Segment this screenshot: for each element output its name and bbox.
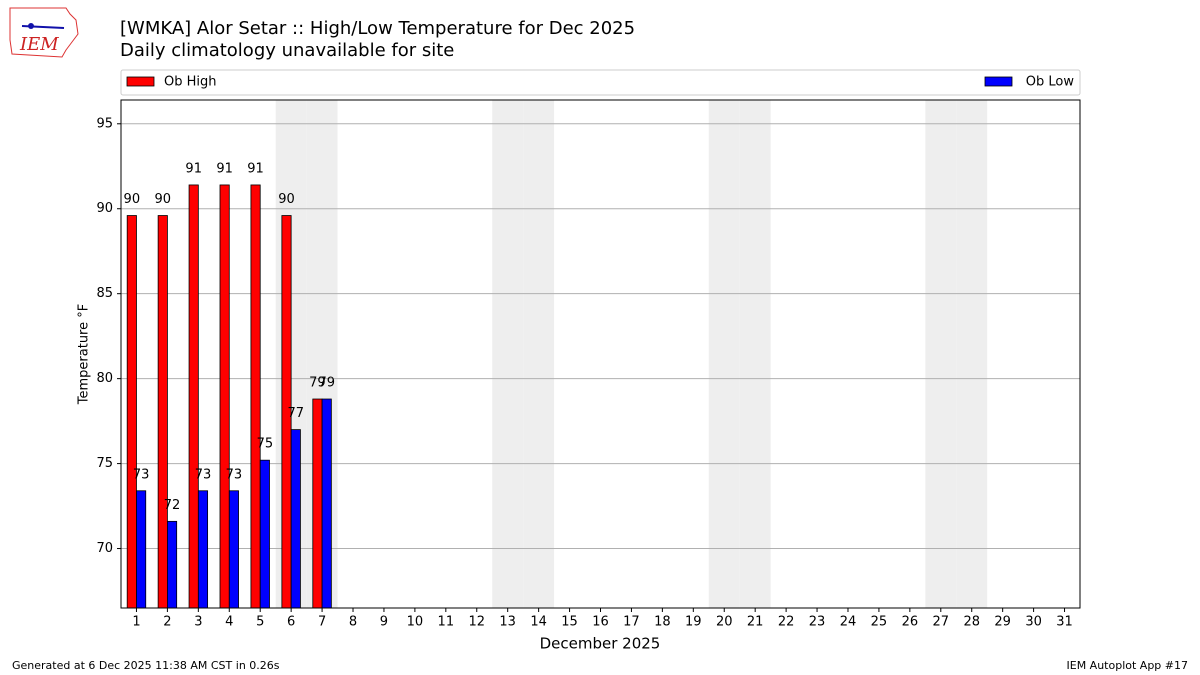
x-tick-label: 12: [468, 615, 485, 630]
x-tick-label: 15: [561, 615, 578, 630]
x-tick-label: 25: [871, 615, 888, 630]
bar: [250, 184, 261, 609]
plot-frame: [120, 99, 1081, 609]
bar: [188, 184, 199, 609]
x-tick-label: 31: [1056, 615, 1073, 630]
x-tick-label: 20: [716, 615, 733, 630]
bar: [157, 215, 168, 609]
x-tick-label: 2: [163, 615, 171, 630]
x-tick-label: 3: [194, 615, 202, 630]
y-axis-label: Temperature °F: [77, 304, 92, 405]
data-label: 79: [309, 376, 326, 391]
logo: IEM: [9, 7, 79, 58]
legend-label: Ob Low: [1026, 75, 1075, 90]
x-tick-label: 16: [592, 615, 609, 630]
weekend-shade: [956, 100, 988, 608]
data-label: 91: [247, 161, 264, 176]
data-label: 91: [216, 161, 233, 176]
x-tick-label: 18: [654, 615, 671, 630]
x-tick-label: 1: [132, 615, 140, 630]
x-tick-label: 26: [902, 615, 919, 630]
logo-text: IEM: [19, 34, 59, 55]
x-tick-label: 8: [349, 615, 357, 630]
legend: [120, 69, 1081, 96]
x-tick-label: 6: [287, 615, 295, 630]
y-tick-label: 95: [96, 116, 113, 131]
data-label: 73: [133, 467, 150, 482]
x-tick-label: 23: [809, 615, 826, 630]
y-tick-label: 70: [96, 541, 113, 556]
data-label: 91: [185, 161, 202, 176]
bar: [167, 520, 178, 609]
x-tick-label: 14: [530, 615, 547, 630]
bar: [228, 490, 239, 609]
x-tick-label: 7: [318, 615, 326, 630]
x-tick-label: 21: [747, 615, 764, 630]
x-tick-label: 22: [778, 615, 795, 630]
x-tick-label: 28: [963, 615, 980, 630]
data-label: 90: [278, 192, 295, 207]
weekend-shade: [492, 100, 524, 608]
bar: [321, 398, 332, 609]
footer-right: IEM Autoplot App #17: [1067, 659, 1189, 672]
y-tick-label: 75: [96, 456, 113, 471]
data-label: 73: [195, 467, 212, 482]
x-tick-label: 24: [840, 615, 857, 630]
x-tick-label: 19: [685, 615, 702, 630]
legend-swatch: [126, 76, 155, 87]
data-label: 75: [257, 437, 274, 452]
chart-subtitle: Daily climatology unavailable for site: [120, 40, 454, 61]
x-tick-label: 17: [623, 615, 640, 630]
bar: [290, 429, 301, 609]
weekend-shade: [523, 100, 555, 608]
x-axis-label: December 2025: [540, 635, 661, 653]
data-label: 72: [164, 498, 181, 513]
data-label: 90: [154, 192, 171, 207]
y-tick-label: 85: [96, 286, 113, 301]
x-tick-label: 27: [933, 615, 950, 630]
x-tick-label: 10: [407, 615, 424, 630]
data-label: 73: [226, 467, 243, 482]
weekend-shade: [925, 100, 957, 608]
weekend-shade: [739, 100, 771, 608]
footer-left: Generated at 6 Dec 2025 11:38 AM CST in …: [12, 659, 280, 672]
chart-title: [WMKA] Alor Setar :: High/Low Temperatur…: [120, 18, 635, 39]
data-label: 79: [318, 376, 335, 391]
bar: [136, 490, 147, 609]
data-label: 90: [124, 192, 141, 207]
weekend-shade: [708, 100, 740, 608]
legend-label: Ob High: [164, 75, 217, 90]
x-tick-label: 9: [380, 615, 388, 630]
bar: [197, 490, 209, 609]
data-label: 77: [288, 406, 305, 421]
bar: [219, 184, 230, 609]
x-tick-label: 11: [438, 615, 455, 630]
x-tick-label: 29: [994, 615, 1011, 630]
x-tick-label: 4: [225, 615, 233, 630]
y-tick-label: 80: [96, 371, 113, 386]
y-tick-label: 90: [96, 201, 113, 216]
x-tick-label: 5: [256, 615, 264, 630]
bar: [259, 459, 270, 609]
legend-swatch: [984, 76, 1013, 87]
bar: [312, 398, 323, 609]
x-tick-label: 30: [1025, 615, 1042, 630]
x-tick-label: 13: [499, 615, 516, 630]
bar: [126, 215, 137, 609]
